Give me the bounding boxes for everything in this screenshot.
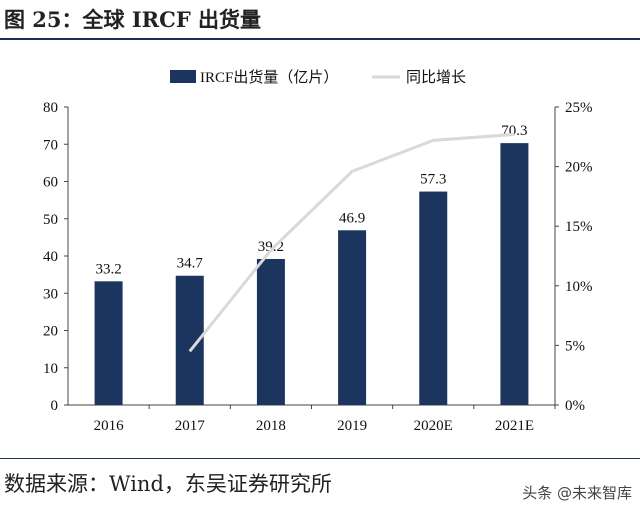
x-tick-label: 2017 <box>175 418 206 434</box>
left-tick-label: 30 <box>43 286 58 302</box>
right-tick-label: 10% <box>565 279 593 295</box>
right-tick-label: 15% <box>565 219 593 235</box>
bar-data-label: 46.9 <box>339 210 365 226</box>
left-tick-label: 70 <box>43 137 58 153</box>
bar-data-label: 34.7 <box>177 256 204 272</box>
right-tick-label: 5% <box>565 338 585 354</box>
left-tick-label: 40 <box>43 249 58 265</box>
x-tick-label: 2020E <box>414 418 453 434</box>
legend-bar-swatch <box>170 70 196 83</box>
left-tick-label: 50 <box>43 212 58 228</box>
bar-2016 <box>94 281 123 405</box>
legend-line-label: 同比增长 <box>406 69 466 86</box>
x-tick-label: 2018 <box>256 418 286 434</box>
bar-2018 <box>256 258 285 405</box>
left-tick-label: 60 <box>43 175 58 191</box>
left-tick-label: 10 <box>43 361 58 377</box>
title-divider <box>0 38 640 40</box>
x-tick-label: 2021E <box>495 418 534 434</box>
bar-data-label: 33.2 <box>95 261 121 277</box>
bar-2021E <box>500 143 529 405</box>
right-tick-label: 20% <box>565 160 593 176</box>
bar-data-label: 70.3 <box>501 123 527 139</box>
x-tick-label: 2016 <box>94 418 125 434</box>
chart: 0 10 20 30 40 50 60 70 80 0% 5% 10% 15% 20% 25% 2016 33.… <box>43 69 593 434</box>
right-tick-label: 0% <box>565 398 585 414</box>
footer-divider <box>0 458 640 459</box>
figure-title: 图 25：全球 IRCF 出货量 <box>4 7 262 32</box>
right-tick-label: 25% <box>565 100 593 116</box>
source-note: 数据来源：Wind，东吴证券研究所 <box>4 472 332 496</box>
watermark: 头条 @未来智库 <box>522 484 632 502</box>
bar-data-label: 57.3 <box>420 172 446 188</box>
left-tick-label: 80 <box>43 100 58 116</box>
left-tick-label: 0 <box>51 398 59 414</box>
x-tick-label: 2019 <box>337 418 367 434</box>
left-tick-label: 20 <box>43 324 58 340</box>
bar-2019 <box>338 230 367 405</box>
bar-2020E <box>419 191 448 405</box>
legend-bar-label: IRCF出货量（亿片） <box>200 69 338 86</box>
